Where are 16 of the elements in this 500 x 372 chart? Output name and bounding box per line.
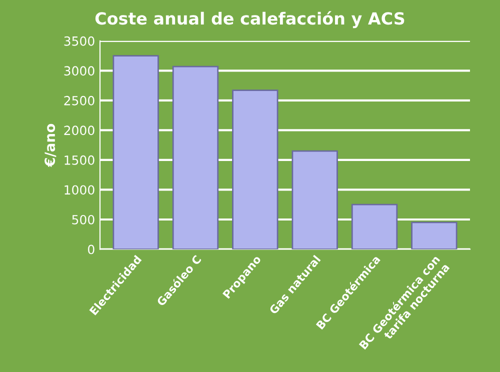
bar — [411, 222, 458, 250]
bar — [292, 150, 338, 250]
bar — [112, 55, 159, 250]
y-tick-label: 500 — [72, 214, 94, 224]
y-tick-label: 2000 — [64, 126, 94, 136]
bar — [351, 204, 398, 250]
bar — [172, 66, 219, 250]
y-tick-label: 3500 — [64, 36, 94, 46]
chart-title: Coste anual de calefacción y ACS — [95, 11, 404, 28]
y-tick-label: 3000 — [64, 66, 94, 76]
y-tick-label: 2500 — [64, 96, 94, 106]
bar — [232, 90, 278, 250]
y-tick-label: 1000 — [64, 185, 94, 195]
y-tick-label: 0 — [88, 244, 94, 254]
y-tick-label: 1500 — [64, 155, 94, 165]
y-axis-title: €/ano — [44, 124, 56, 168]
